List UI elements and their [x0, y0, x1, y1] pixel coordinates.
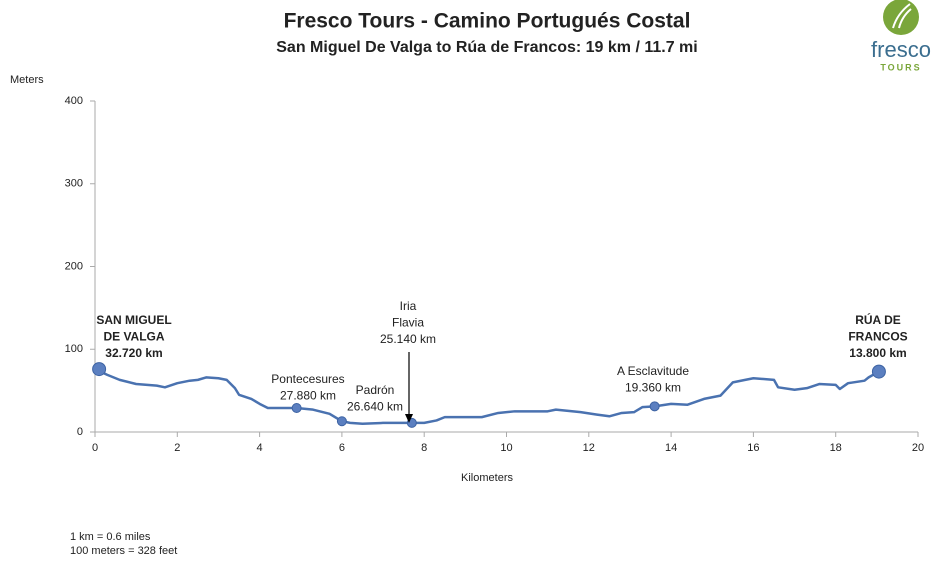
logo: fresco TOURS — [871, 0, 931, 72]
y-tick-label: 300 — [65, 178, 83, 190]
x-tick-label: 10 — [500, 442, 512, 454]
annotation-label: 25.140 km — [380, 332, 436, 346]
annotation-label: Padrón — [356, 383, 395, 397]
annotation-label: Pontecesures — [271, 372, 344, 386]
annotation-label: RÚA DE — [855, 312, 901, 327]
annotation-label: 13.800 km — [849, 346, 906, 360]
x-tick-label: 2 — [174, 442, 180, 454]
annotation-label: 19.360 km — [625, 381, 681, 395]
waypoint-marker — [336, 416, 347, 427]
x-tick-label: 4 — [257, 442, 263, 454]
annotation-label: DE VALGA — [103, 330, 164, 344]
x-tick-label: 14 — [665, 442, 677, 454]
x-tick-label: 8 — [421, 442, 427, 454]
y-tick-label: 0 — [77, 426, 83, 438]
annotation-label: Iria — [400, 299, 417, 313]
y-tick-label: 200 — [65, 260, 83, 272]
annotation-label: A Esclavitude — [617, 364, 689, 378]
x-tick-label: 16 — [747, 442, 759, 454]
waypoint-marker — [871, 364, 886, 379]
y-tick-label: 100 — [65, 343, 83, 355]
annotation-label: 32.720 km — [105, 346, 162, 360]
chart-title: Fresco Tours - Camino Portugués Costal — [284, 10, 691, 33]
x-tick-label: 18 — [830, 442, 842, 454]
note: 100 meters = 328 feet — [70, 545, 177, 557]
logo-text: fresco — [871, 37, 931, 62]
logo-tag: TOURS — [880, 62, 921, 72]
y-axis-label: Meters — [10, 74, 44, 86]
y-tick-label: 400 — [65, 95, 83, 107]
annotation-arrowhead — [405, 414, 413, 423]
chart-subtitle: San Miguel De Valga to Rúa de Francos: 1… — [276, 39, 697, 56]
x-tick-label: 0 — [92, 442, 98, 454]
waypoint-marker — [92, 362, 107, 377]
waypoint-marker — [649, 401, 660, 412]
x-tick-label: 6 — [339, 442, 345, 454]
note: 1 km = 0.6 miles — [70, 531, 151, 543]
x-tick-label: 12 — [583, 442, 595, 454]
logo-icon — [883, 0, 919, 35]
x-tick-label: 20 — [912, 442, 924, 454]
elevation-line — [94, 367, 880, 425]
annotation-label: 27.880 km — [280, 389, 336, 403]
annotation-label: SAN MIGUEL — [96, 313, 171, 327]
logo-leaf — [892, 3, 912, 29]
x-axis-label: Kilometers — [461, 472, 513, 484]
waypoint-marker — [291, 403, 302, 414]
annotation-label: 26.640 km — [347, 400, 403, 414]
annotation-label: FRANCOS — [848, 330, 907, 344]
annotation-label: Flavia — [392, 316, 424, 330]
